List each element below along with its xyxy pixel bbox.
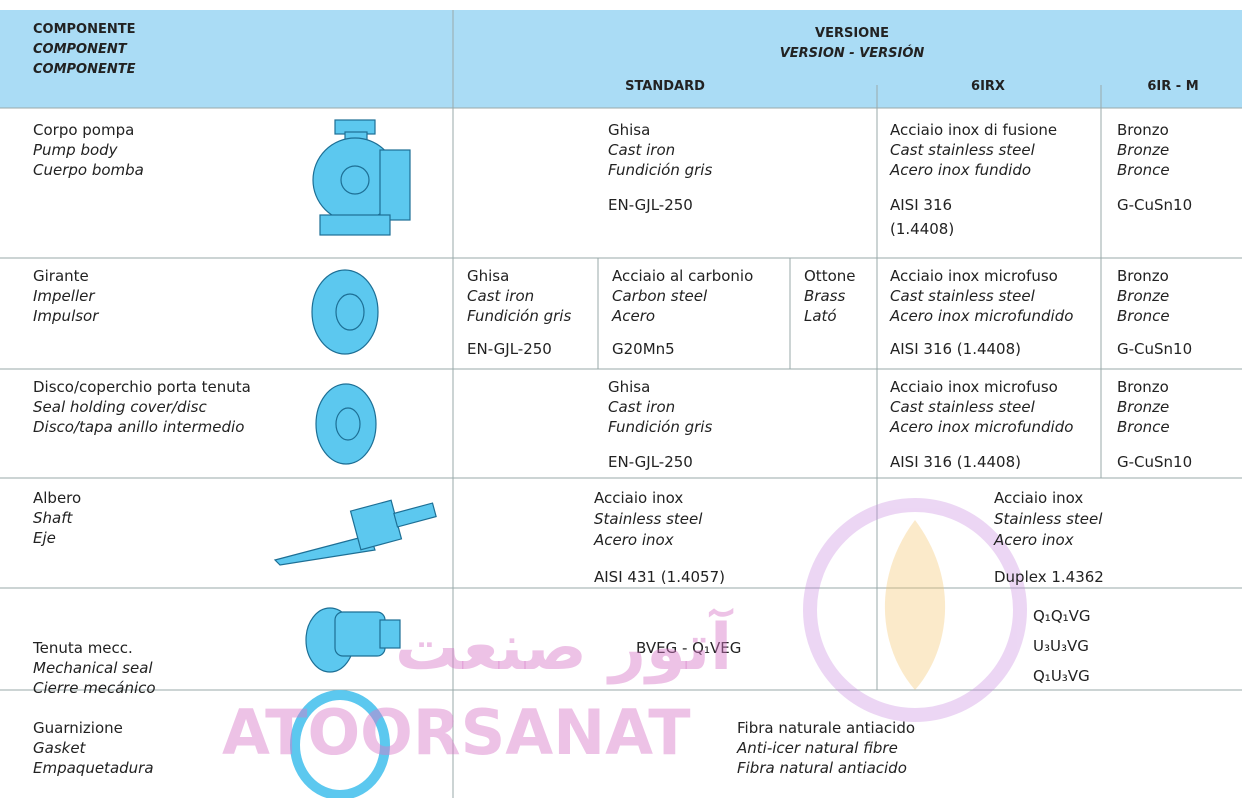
- component-name: Cuerpo bomba: [33, 161, 144, 179]
- material: Bronzo: [1117, 378, 1169, 396]
- material: Cast stainless steel: [890, 287, 1035, 305]
- header-component: COMPONENTE: [33, 62, 136, 77]
- material: Bronce: [1117, 418, 1170, 436]
- component-name: Girante: [33, 267, 89, 285]
- material: Bronzo: [1117, 267, 1169, 285]
- material: Acciaio inox microfuso: [890, 378, 1058, 396]
- material: Cast iron: [467, 287, 535, 305]
- material: U₃U₃VG: [1033, 637, 1089, 655]
- column-header: 6IRX: [971, 79, 1005, 94]
- material: Acciaio inox microfuso: [890, 267, 1058, 285]
- material: Acciaio al carbonio: [612, 267, 754, 285]
- component-name: Guarnizione: [33, 719, 123, 737]
- material: Bronze: [1117, 141, 1170, 159]
- header-version: VERSIONE: [815, 26, 889, 41]
- header-version: VERSION - VERSIÓN: [779, 46, 925, 61]
- watermark: ATOORSANAT: [222, 696, 691, 769]
- material: Cast iron: [608, 398, 676, 416]
- watermark: آتور صنعت: [395, 611, 733, 685]
- material: Ghisa: [608, 378, 651, 396]
- material: Q₁U₃VG: [1033, 667, 1090, 685]
- header-component: COMPONENT: [33, 42, 127, 57]
- material: Acero inox: [994, 531, 1074, 549]
- material: Stainless steel: [594, 510, 703, 528]
- material-code: EN-GJL-250: [608, 453, 693, 471]
- material-code: G-CuSn10: [1117, 196, 1193, 214]
- header-bg: [0, 10, 1242, 108]
- material: Acero inox microfundido: [890, 418, 1074, 436]
- component-name: Cierre mecánico: [33, 679, 156, 697]
- material: Acero inox fundido: [890, 161, 1032, 179]
- material: Stainless steel: [994, 510, 1103, 528]
- material: Carbon steel: [612, 287, 708, 305]
- component-name: Eje: [33, 529, 56, 547]
- component-name: Tenuta mecc.: [33, 639, 133, 657]
- material: Fundición gris: [467, 307, 572, 325]
- material: Ghisa: [608, 121, 651, 139]
- material: Acciaio inox: [994, 489, 1084, 507]
- material: Lató: [804, 307, 837, 325]
- material: Cast iron: [608, 141, 676, 159]
- component-name: Shaft: [33, 509, 73, 527]
- component-name: Disco/coperchio porta tenuta: [33, 378, 251, 396]
- component-name: Impulsor: [33, 307, 99, 325]
- grid: [0, 10, 1242, 798]
- component-name: Albero: [33, 489, 82, 507]
- material-code: AISI 316: [890, 196, 953, 214]
- material: Anti-icer natural fibre: [737, 739, 898, 757]
- material: Bronce: [1117, 161, 1170, 179]
- material-code: Duplex 1.4362: [994, 568, 1104, 586]
- column-header: 6IR - M: [1147, 79, 1199, 94]
- watermark-logo: [803, 498, 1027, 722]
- material-code: AISI 316 (1.4408): [890, 453, 1021, 471]
- material: Fundición gris: [608, 418, 713, 436]
- material: Ottone: [804, 267, 856, 285]
- material: Cast stainless steel: [890, 141, 1035, 159]
- material-code: G-CuSn10: [1117, 453, 1193, 471]
- material: Acero: [612, 307, 656, 325]
- icons: [273, 119, 437, 798]
- material: Acero inox microfundido: [890, 307, 1074, 325]
- material: Acero inox: [594, 531, 674, 549]
- material-code: AISI 316 (1.4408): [890, 340, 1021, 358]
- material-code: (1.4408): [890, 220, 955, 238]
- column-header: STANDARD: [625, 79, 705, 94]
- component-name: Impeller: [33, 287, 95, 305]
- material: Fibra naturale antiacido: [737, 719, 916, 737]
- material: Bronze: [1117, 287, 1170, 305]
- material: Fibra natural antiacido: [737, 759, 907, 777]
- header-component: COMPONENTE: [33, 22, 136, 37]
- material: BVEG - Q₁VEG: [636, 639, 742, 657]
- component-name: Mechanical seal: [33, 659, 153, 677]
- material: Brass: [804, 287, 846, 305]
- material: Acciaio inox: [594, 489, 684, 507]
- component-name: Disco/tapa anillo intermedio: [33, 418, 245, 436]
- material-code: G-CuSn10: [1117, 340, 1193, 358]
- material: Bronce: [1117, 307, 1170, 325]
- material: Ghisa: [467, 267, 510, 285]
- material-code: EN-GJL-250: [467, 340, 552, 358]
- material: Q₁Q₁VG: [1033, 607, 1091, 625]
- component-name: Corpo pompa: [33, 121, 135, 139]
- component-name: Pump body: [33, 141, 118, 159]
- material: Bronzo: [1117, 121, 1169, 139]
- component-name: Empaquetadura: [33, 759, 154, 777]
- component-name: Seal holding cover/disc: [33, 398, 207, 416]
- component-name: Gasket: [33, 739, 86, 757]
- material-code: G20Mn5: [612, 340, 675, 358]
- material-code: AISI 431 (1.4057): [594, 568, 725, 586]
- material-code: EN-GJL-250: [608, 196, 693, 214]
- material: Bronze: [1117, 398, 1170, 416]
- material: Acciaio inox di fusione: [890, 121, 1058, 139]
- material: Fundición gris: [608, 161, 713, 179]
- material: Cast stainless steel: [890, 398, 1035, 416]
